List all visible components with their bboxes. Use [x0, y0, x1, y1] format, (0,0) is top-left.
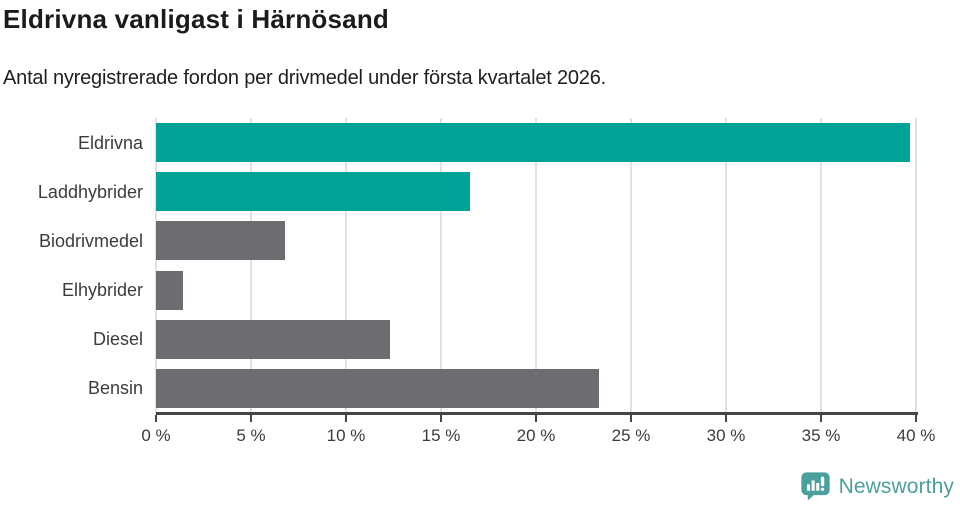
- gridline: [820, 118, 822, 413]
- category-label: Laddhybrider: [37, 181, 143, 202]
- bar-laddhybrider: [156, 172, 470, 212]
- gridline: [345, 118, 347, 413]
- bar-bensin: [156, 368, 599, 408]
- bar-biodrivmedel: [156, 221, 286, 261]
- x-axis-tick: [250, 415, 252, 422]
- category-label: Bensin: [87, 378, 143, 399]
- chart-subtitle: Antal nyregistrerade fordon per drivmede…: [3, 67, 607, 89]
- x-axis-tick-label: 25 %: [611, 426, 651, 445]
- brand-name: Newsworthy: [838, 474, 954, 498]
- x-axis-tick-label: 15 %: [421, 426, 461, 445]
- gridline: [535, 118, 537, 413]
- x-axis-tick: [155, 415, 157, 422]
- gridline: [440, 118, 442, 413]
- gridline: [725, 118, 727, 413]
- category-label: Eldrivna: [77, 132, 143, 153]
- x-axis-tick-label: 30 %: [706, 426, 746, 445]
- brand-footer: Newsworthy: [800, 471, 954, 502]
- x-axis-tick: [345, 415, 347, 422]
- x-axis-tick: [440, 415, 442, 422]
- gridline: [250, 118, 252, 413]
- bar-elhybrider: [156, 270, 183, 310]
- chart-title: Eldrivna vanligast i Härnösand: [3, 4, 389, 34]
- gridline: [915, 118, 917, 413]
- bar-diesel: [156, 319, 390, 359]
- x-axis-tick: [630, 415, 632, 422]
- x-axis-tick: [535, 415, 537, 422]
- newsworthy-chart-bubble-icon: [800, 472, 830, 501]
- x-axis-tick-label: 40 %: [896, 426, 936, 445]
- x-axis-tick-label: 35 %: [801, 426, 841, 445]
- gridline: [630, 118, 632, 413]
- x-axis-tick: [915, 415, 917, 422]
- x-axis-tick-label: 5 %: [236, 426, 266, 445]
- category-label: Diesel: [92, 329, 143, 350]
- newsworthy-logo-link[interactable]: Newsworthy: [800, 471, 954, 502]
- category-label: Biodrivmedel: [38, 230, 143, 251]
- x-axis-tick-label: 0 %: [141, 426, 171, 445]
- x-axis-tick: [725, 415, 727, 422]
- x-axis-tick-label: 10 %: [326, 426, 366, 445]
- x-axis-line: [156, 412, 918, 415]
- bar-eldrivna: [156, 123, 911, 163]
- x-axis-tick-label: 20 %: [516, 426, 556, 445]
- category-labels: Eldrivna Laddhybrider Biodrivmedel Elhybrid…: [0, 118, 146, 413]
- x-axis: 0 % 5 % 10 % 15 % 20 % 25 % 30 % 35 % 40 %: [141, 415, 935, 460]
- plot-area: [155, 118, 917, 413]
- gridline: [155, 118, 157, 413]
- category-label: Elhybrider: [61, 280, 143, 301]
- x-axis-tick: [820, 415, 822, 422]
